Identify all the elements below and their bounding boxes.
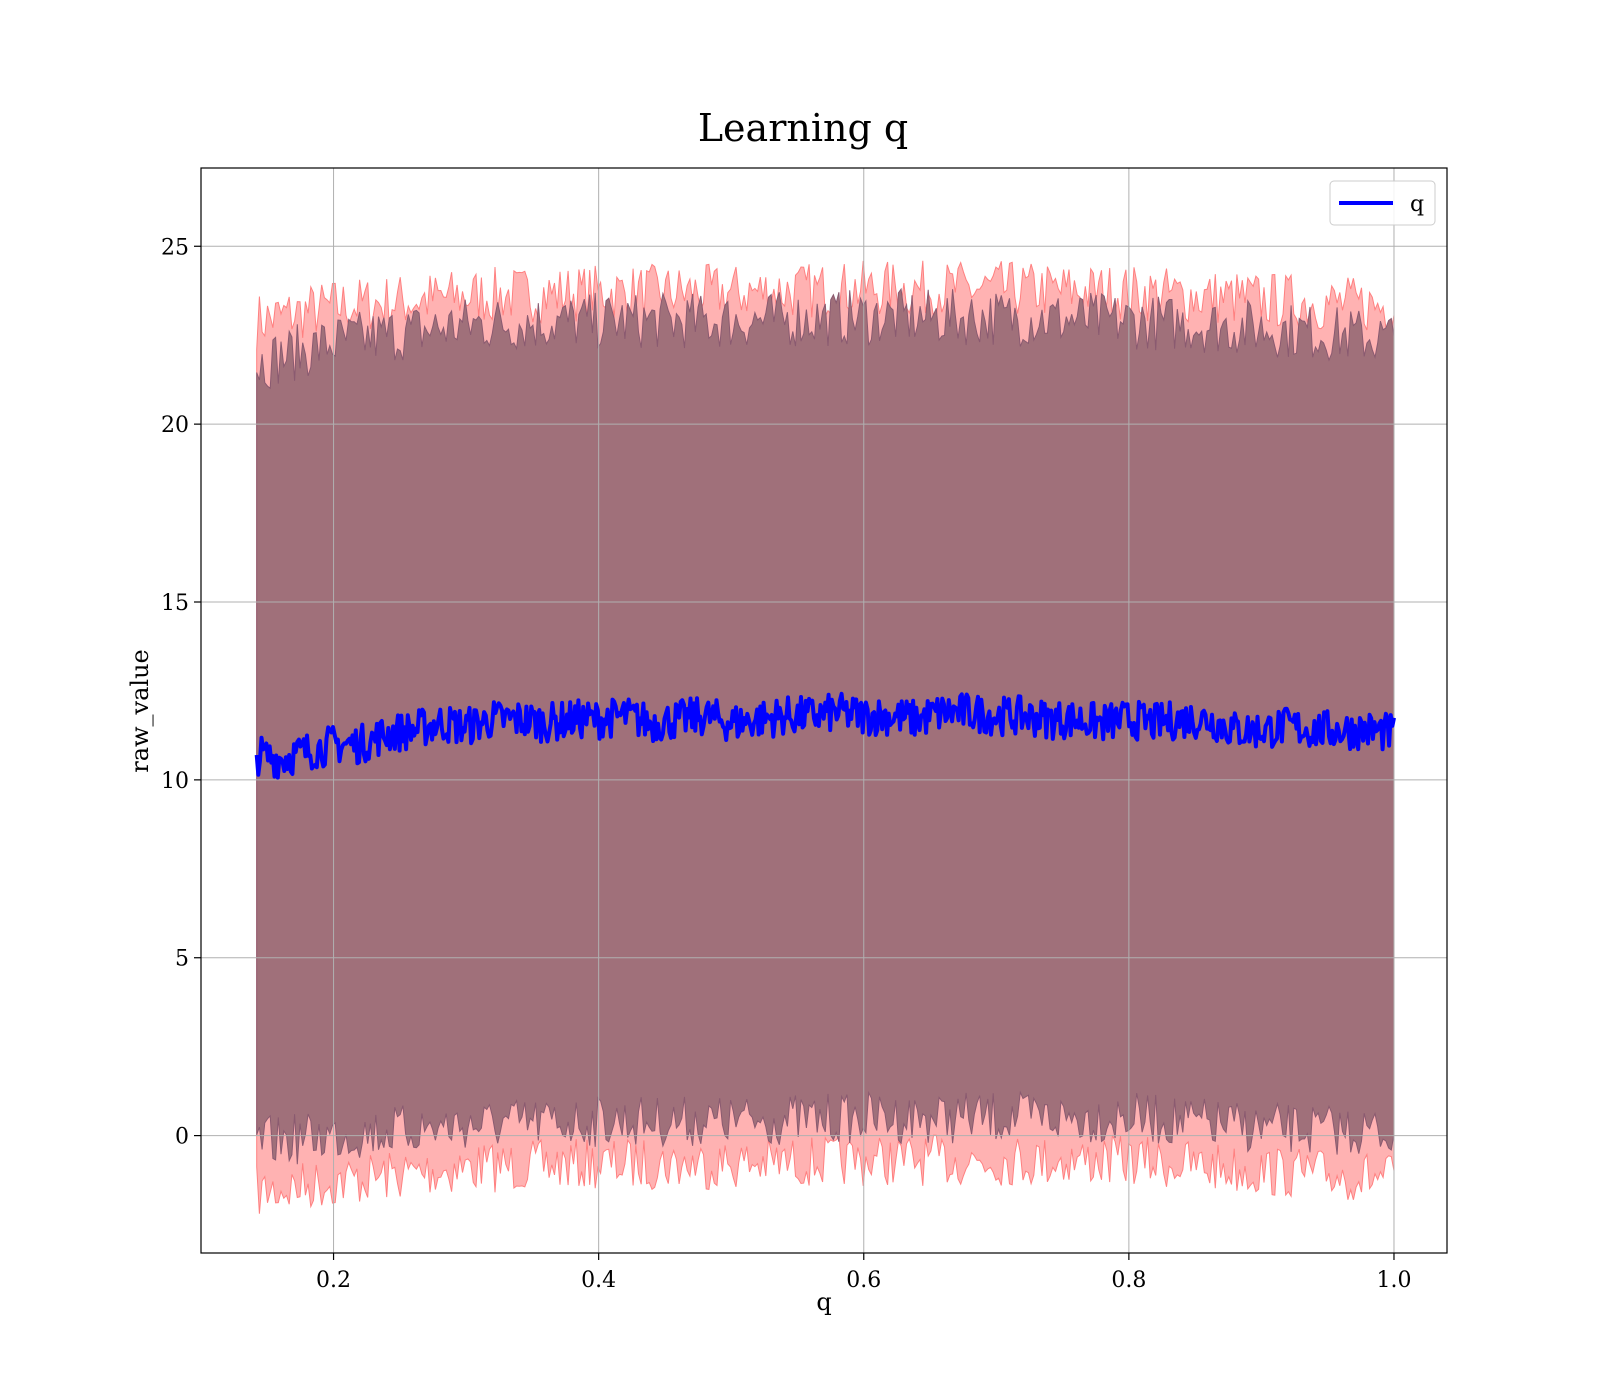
grid [201,168,1447,1253]
y-tick-label: 20 [161,413,189,438]
x-tick-label: 0.4 [581,1268,616,1293]
x-tick-label: 0.6 [846,1268,881,1293]
chart-title: Learning q [698,106,908,150]
y-tick-label: 15 [161,591,189,616]
y-tick-label: 25 [161,235,189,260]
y-tick-label: 5 [175,947,189,972]
y-tick-label: 0 [175,1125,189,1150]
x-tick-label: 0.8 [1111,1268,1146,1293]
y-axis-label: raw_value [126,649,154,773]
y-axis: 0 5 10 15 20 25 [161,235,201,1150]
x-axis: 0.2 0.4 0.6 0.8 1.0 [316,1253,1411,1293]
line-layer [254,691,1396,780]
x-tick-label: 0.2 [316,1268,351,1293]
x-axis-label: q [816,1288,831,1316]
legend: q [1329,180,1436,226]
series-line-q [254,691,1396,780]
y-tick-label: 10 [161,769,189,794]
plot-frame [200,167,1448,1254]
legend-label-q: q [1410,192,1424,217]
band-layer [256,260,1395,1214]
x-tick-label: 1.0 [1376,1268,1411,1293]
